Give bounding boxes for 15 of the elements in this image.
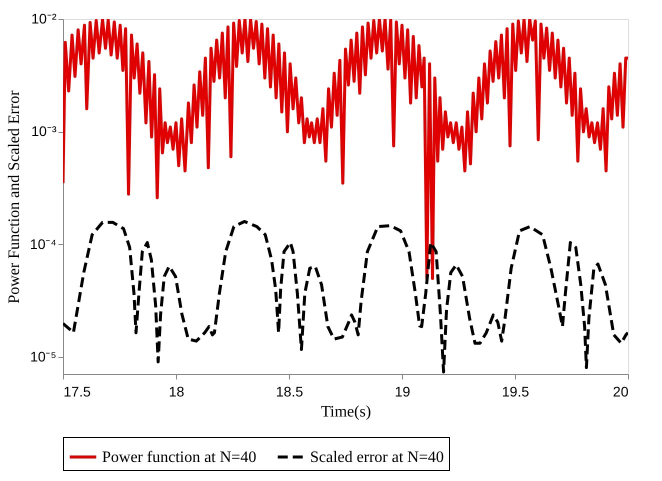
y-tick-label: 10⁻² (31, 10, 57, 26)
y-axis-title: Power Function and Scaled Error (6, 90, 23, 304)
legend-label: Scaled error at N=40 (310, 449, 444, 466)
x-tick-label: 19.5 (502, 384, 530, 400)
y-tick-label: 10⁻⁴ (30, 236, 56, 252)
y-tick-label: 10⁻³ (31, 123, 57, 140)
y-tick-label: 10⁻⁵ (30, 348, 56, 365)
x-tick-label: 19 (394, 384, 410, 400)
x-axis-title: Time(s) (320, 404, 372, 420)
x-tick-label: 18 (168, 384, 184, 400)
x-tick-label: 17.5 (64, 384, 91, 400)
legend-label: Power function at N=40 (102, 449, 256, 466)
line-series (63, 19, 628, 280)
x-tick-label: 18.5 (276, 384, 304, 400)
x-tick-label: 20 (612, 384, 629, 400)
